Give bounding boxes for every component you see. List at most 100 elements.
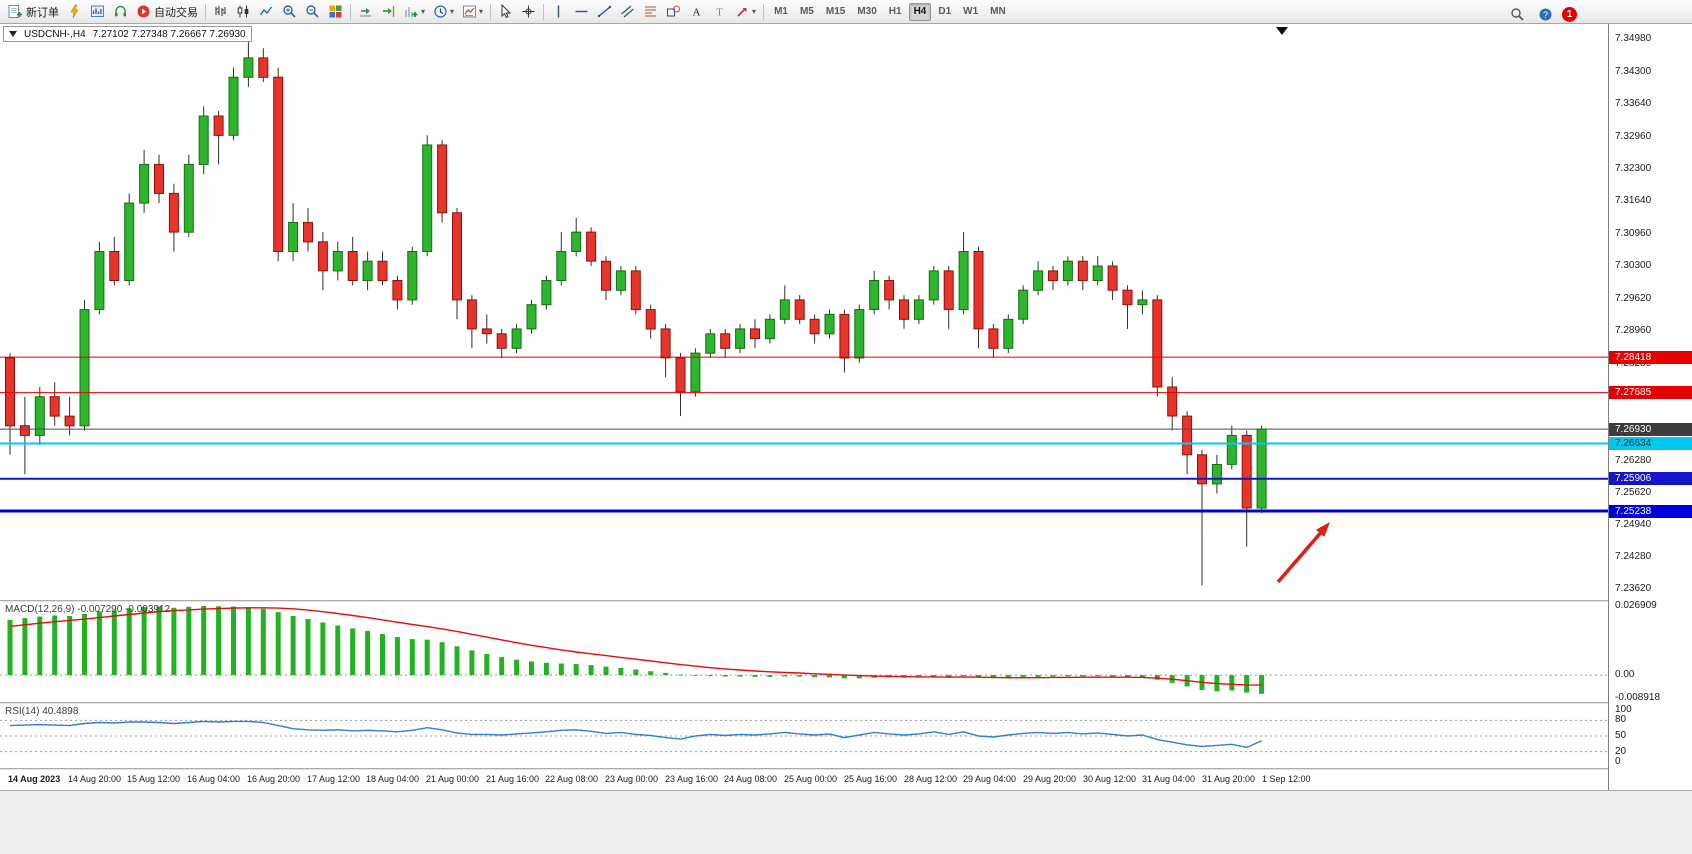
indicators-icon (404, 4, 419, 19)
vertical-line-button[interactable] (547, 2, 570, 22)
line-chart-button[interactable] (255, 2, 278, 22)
timeframe-button-H1[interactable]: H1 (884, 3, 907, 21)
shapes-button[interactable] (662, 2, 685, 22)
panel-separator[interactable] (0, 702, 1692, 704)
timeframe-button-W1[interactable]: W1 (958, 3, 983, 21)
price-tick-label: 7.34980 (1615, 33, 1652, 44)
price-tick-label: 7.26280 (1615, 455, 1652, 466)
price-level-badge: 7.26634 (1609, 437, 1692, 450)
zoom-in-icon (282, 4, 297, 19)
timeframe-toolbar: M1 M5 M15 M30 H1 H4 D1 W1 MN (769, 2, 1011, 21)
price-tick-label: 7.29620 (1615, 293, 1652, 304)
timeframe-button-D1[interactable]: D1 (933, 3, 956, 21)
line-chart-icon (259, 4, 274, 19)
alerts-button[interactable] (109, 2, 132, 22)
rsi-chart-canvas[interactable] (0, 704, 1608, 768)
search-button[interactable] (1506, 4, 1529, 24)
zoom-in-button[interactable] (278, 2, 301, 22)
crosshair-button[interactable] (517, 2, 540, 22)
time-axis-label: 28 Aug 12:00 (904, 774, 958, 784)
price-level-badge: 7.25906 (1609, 472, 1692, 485)
time-axis-label: 16 Aug 04:00 (187, 774, 241, 784)
trendline-button[interactable] (593, 2, 616, 22)
svg-text:A: A (693, 7, 701, 19)
panel-separator (0, 768, 1692, 770)
toolbar-separator (205, 3, 206, 20)
price-level-badge: 7.26930 (1609, 423, 1692, 436)
timeframe-button-M5[interactable]: M5 (795, 3, 819, 21)
time-axis-label: 1 Sep 12:00 (1262, 774, 1311, 784)
toolbar-separator (490, 3, 492, 20)
crosshair-icon (521, 4, 536, 19)
zoom-out-button[interactable] (301, 2, 324, 22)
chevron-down-icon: ▾ (752, 7, 757, 16)
timeframe-button-M1[interactable]: M1 (769, 3, 793, 21)
rsi-axis-label: 80 (1615, 714, 1627, 725)
chart-area: USDCNH-,H4 7.27102 7.27348 7.26667 7.269… (0, 24, 1692, 854)
panel-separator[interactable] (0, 600, 1692, 602)
window-bottom-area (0, 790, 1692, 854)
svg-text:T: T (716, 7, 723, 19)
timeframe-button-H4[interactable]: H4 (908, 2, 932, 21)
arrows-button[interactable]: ▾ (731, 2, 760, 22)
timeframe-button-M15[interactable]: M15 (821, 3, 850, 21)
time-axis-label: 21 Aug 16:00 (486, 774, 540, 784)
label-button[interactable]: T (708, 2, 731, 22)
horizontal-line-button[interactable] (570, 2, 593, 22)
collapse-chart-icon[interactable] (9, 31, 17, 37)
macd-chart-canvas[interactable] (0, 602, 1608, 702)
toolbar-separator (543, 3, 545, 20)
bar-chart-button[interactable] (209, 2, 232, 22)
auto-trading-label: 自动交易 (154, 6, 198, 19)
help-button[interactable]: ? (1534, 4, 1557, 24)
time-axis-label: 23 Aug 00:00 (605, 774, 659, 784)
macd-axis-label: 0.026909 (1615, 600, 1657, 611)
indicators-button[interactable]: ▾ (400, 2, 429, 22)
price-level-badge: 7.28418 (1609, 351, 1692, 364)
time-axis-label: 14 Aug 2023 (8, 774, 61, 784)
market-watch-button[interactable] (86, 2, 109, 22)
chart-shift-marker-icon[interactable] (1276, 27, 1288, 35)
auto-scroll-button[interactable] (354, 2, 377, 22)
trendline-icon (597, 4, 612, 19)
templates-button[interactable]: ▾ (458, 2, 487, 22)
auto-trading-button[interactable]: 自动交易 (132, 2, 202, 22)
time-axis[interactable]: 14 Aug 2023 14 Aug 20:00 15 Aug 12:00 16 Au… (0, 770, 1608, 790)
fibonacci-button[interactable] (639, 2, 662, 22)
price-chart-canvas[interactable] (0, 24, 1608, 600)
tile-windows-icon (328, 4, 343, 19)
charts-profile-button[interactable] (63, 2, 86, 22)
timeframe-button-MN[interactable]: MN (985, 3, 1011, 21)
new-order-button[interactable]: 新订单 (4, 2, 63, 22)
timeframe-button-M30[interactable]: M30 (852, 3, 881, 21)
chart-symbol-period: USDCNH-,H4 (24, 28, 86, 40)
candlestick-chart-button[interactable] (232, 2, 255, 22)
templates-icon (462, 4, 477, 19)
periods-button[interactable]: ▾ (429, 2, 458, 22)
time-axis-label: 30 Aug 12:00 (1083, 774, 1137, 784)
rsi-value: 40.4898 (42, 706, 79, 717)
price-tick-label: 7.32960 (1615, 131, 1652, 142)
time-axis-label: 18 Aug 04:00 (366, 774, 420, 784)
bar-chart-icon (213, 4, 228, 19)
time-axis-label: 25 Aug 00:00 (784, 774, 838, 784)
cursor-icon (498, 4, 513, 19)
notification-badge[interactable]: 1 (1562, 6, 1577, 22)
time-axis-label: 14 Aug 20:00 (68, 774, 122, 784)
market-watch-icon (90, 4, 105, 19)
price-tick-label: 7.25620 (1615, 487, 1652, 498)
price-axis[interactable]: 7.34980 7.34300 7.33640 7.32960 7.32300 7.316… (1608, 24, 1692, 790)
price-tick-label: 7.24940 (1615, 519, 1652, 530)
chart-shift-button[interactable] (377, 2, 400, 22)
arrows-icon (735, 4, 750, 19)
text-button[interactable]: A (685, 2, 708, 22)
cursor-button[interactable] (494, 2, 517, 22)
tile-windows-button[interactable] (324, 2, 347, 22)
chevron-down-icon: ▾ (479, 7, 484, 16)
price-tick-label: 7.23620 (1615, 583, 1652, 594)
fibonacci-icon (643, 4, 658, 19)
periods-icon (433, 4, 448, 19)
rsi-axis-label: 100 (1615, 704, 1632, 715)
channel-button[interactable] (616, 2, 639, 22)
rsi-axis-label: 0 (1615, 756, 1621, 767)
